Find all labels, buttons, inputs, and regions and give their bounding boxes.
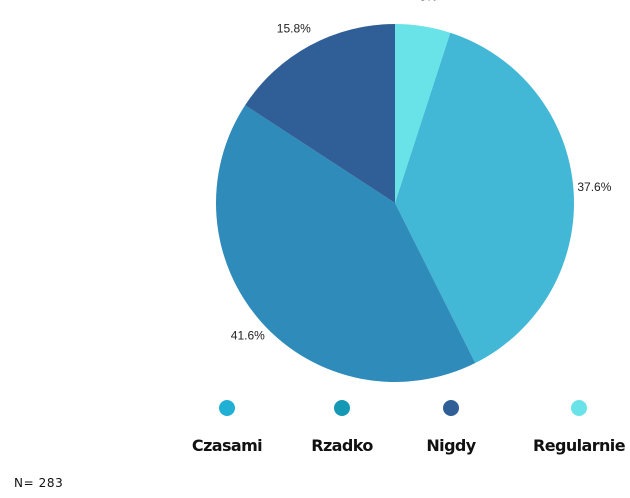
slice-value-label-nigdy: 15.8% (277, 21, 311, 35)
legend-item-czasami: Czasami (162, 396, 292, 455)
legend-dot-czasami (219, 400, 235, 416)
legend-label-czasami: Czasami (191, 436, 263, 455)
legend-label-rzadko: Rzadko (311, 436, 373, 455)
pie-slice-nigdy (245, 24, 395, 203)
legend-dot-nigdy (443, 400, 459, 416)
slice-value-label-regularnie: 5% (420, 0, 438, 4)
pie-slice-regularnie (395, 24, 451, 203)
legend-item-rzadko: Rzadko (277, 396, 407, 455)
legend-item-nigdy: Nigdy (386, 396, 516, 455)
slice-value-label-rzadko: 41.6% (231, 328, 265, 342)
legend-dot-regularnie (571, 400, 587, 416)
legend-dot-rzadko (334, 400, 350, 416)
pie-slice-rzadko (215, 105, 476, 383)
legend-item-regularnie: Regularnie (514, 396, 630, 455)
legend-label-nigdy: Nigdy (426, 436, 476, 455)
sample-size-note: N= 283 (14, 476, 64, 490)
legend-label-regularnie: Regularnie (533, 436, 626, 455)
slice-value-label-czasami: 37.6% (577, 180, 611, 194)
pie-slices (215, 24, 575, 383)
pie-slice-czasami (395, 32, 575, 363)
pie-value-labels: 5% 37.6% 41.6% 15.8% (231, 0, 612, 342)
